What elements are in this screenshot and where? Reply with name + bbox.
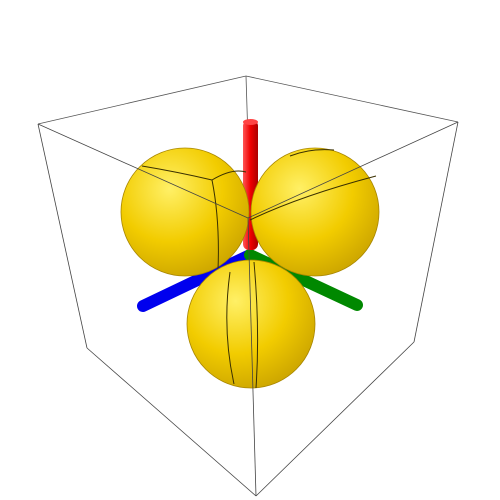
axis-z-red-cap xyxy=(243,119,258,125)
sphere-right xyxy=(249,147,380,277)
sphere-left xyxy=(120,147,250,277)
bounding-box-front xyxy=(37,121,459,497)
